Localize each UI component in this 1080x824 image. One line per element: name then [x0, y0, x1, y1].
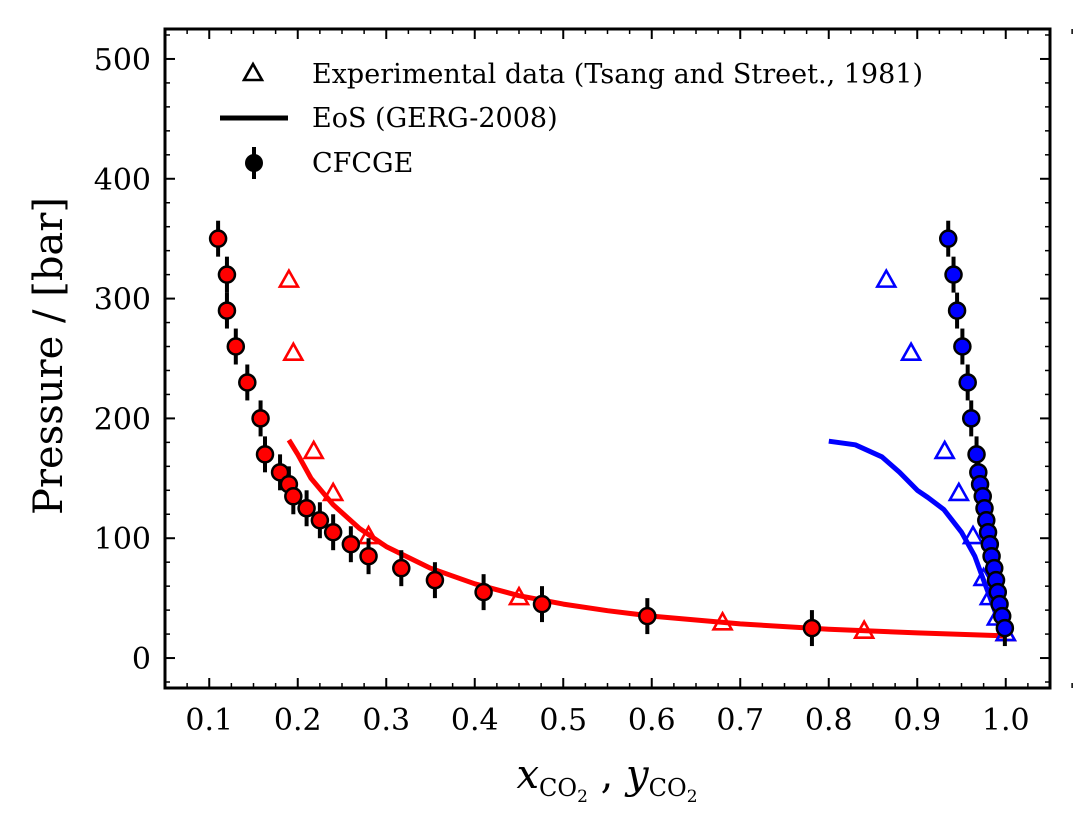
legend-triangle-icon — [241, 61, 265, 82]
experimental-point — [277, 267, 301, 288]
cfcge-point — [995, 618, 1015, 638]
cfcge-point — [238, 373, 257, 392]
x-axis-label: xCO2 , yCO2 — [516, 752, 697, 807]
experimental-point — [321, 481, 345, 502]
y-tick-label: 0 — [132, 642, 151, 677]
experimental-point — [507, 585, 531, 606]
series-cfcge-vapor — [938, 220, 1015, 647]
cfcge-point — [323, 522, 343, 542]
x-tick-label: 0.3 — [362, 703, 410, 738]
cfcge-point — [359, 546, 378, 566]
cfcge-point — [251, 409, 270, 428]
cfcge-point — [802, 618, 822, 638]
cfcge-point — [297, 499, 316, 518]
x-tick-label: 0.8 — [805, 703, 853, 738]
cfcge-point — [532, 594, 552, 614]
y-tick-label: 500 — [94, 43, 151, 78]
x-tick-label: 0.6 — [628, 703, 676, 738]
experimental-point — [302, 439, 325, 460]
cfcge-point — [938, 229, 958, 248]
cfcge-point — [947, 301, 967, 320]
experimental-point — [961, 524, 985, 545]
experimental-point — [875, 267, 898, 288]
cfcge-point — [953, 337, 972, 356]
cfcge-point — [474, 582, 493, 602]
x-tick-label: 0.7 — [716, 703, 764, 738]
cfcge-point — [217, 301, 237, 320]
experimental-point — [933, 439, 956, 460]
y-axis-label: Pressure / [bar] — [26, 197, 72, 515]
x-tick-label: 0.4 — [451, 703, 499, 738]
cfcge-point — [226, 337, 246, 356]
experimental-point — [947, 481, 971, 502]
experimental-point — [282, 341, 305, 362]
cfcge-point — [961, 409, 981, 428]
cfcge-point — [284, 487, 303, 506]
legend-label-cfcge: CFCGE — [312, 148, 413, 179]
cfcge-point — [638, 606, 657, 626]
y-tick-label: 300 — [94, 283, 151, 318]
cfcge-point — [425, 570, 445, 590]
cfcge-point — [958, 373, 977, 392]
plot-frame — [163, 27, 1052, 690]
x-tick-label: 0.2 — [274, 703, 322, 738]
y-tick-label: 100 — [94, 522, 151, 557]
experimental-point — [711, 610, 734, 631]
y-tick-label: 200 — [94, 402, 151, 437]
experimental-point — [899, 341, 923, 362]
x-tick-label: 0.9 — [893, 703, 941, 738]
x-tick-label: 0.1 — [185, 703, 233, 738]
cfcge-point — [270, 463, 290, 482]
legend-label-eos: EoS (GERG-2008) — [312, 103, 558, 134]
legend-circle-icon — [245, 154, 263, 172]
x-tick-label: 1.0 — [982, 703, 1030, 738]
cfcge-point — [392, 558, 411, 578]
eos-curve — [286, 438, 1006, 639]
series-eos-liquid — [286, 438, 1006, 639]
plot-area — [208, 220, 1017, 647]
legend-label-experimental: Experimental data (Tsang and Street., 19… — [312, 59, 923, 90]
cfcge-point — [255, 445, 275, 464]
legend: Experimental data (Tsang and Street., 19… — [220, 59, 923, 179]
cfcge-point — [208, 229, 228, 248]
series-experimental-liquid — [277, 267, 1017, 642]
y-tick-label: 400 — [94, 163, 151, 198]
cfcge-point — [944, 265, 963, 284]
cfcge-point — [341, 534, 361, 554]
x-tick-label: 0.5 — [539, 703, 587, 738]
cfcge-point — [967, 445, 986, 464]
series-cfcge-liquid — [208, 220, 822, 647]
experimental-point — [852, 619, 876, 639]
cfcge-point — [217, 265, 237, 284]
cfcge-point — [310, 511, 330, 530]
